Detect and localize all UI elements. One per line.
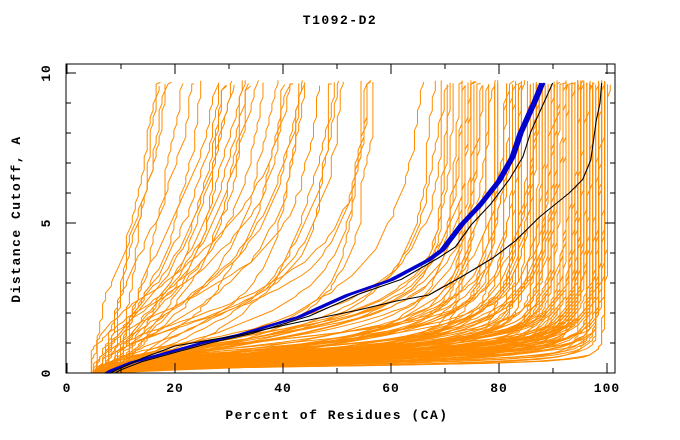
x-tick-label: 40 xyxy=(274,381,292,396)
ensemble-curve xyxy=(109,83,294,374)
ensemble-curve xyxy=(124,81,606,374)
ensemble-curve xyxy=(104,81,477,374)
ensemble-curve xyxy=(95,85,320,374)
ensemble-curve xyxy=(116,84,219,374)
highlight-curves-group xyxy=(104,82,603,374)
highlight-bundle-curve xyxy=(109,82,546,374)
x-tick-label: 0 xyxy=(63,381,72,396)
reference-best-curve xyxy=(109,82,603,374)
ensemble-curve xyxy=(105,81,344,374)
ensemble-curve xyxy=(94,80,362,374)
ensemble-curve xyxy=(95,83,573,374)
y-axis-label: Distance Cutoff, A xyxy=(9,135,24,302)
ensemble-curve xyxy=(113,81,567,374)
ensemble-curve xyxy=(119,84,585,374)
ensemble-curve xyxy=(96,81,172,374)
y-tick-label: 10 xyxy=(39,64,54,82)
ensemble-curve xyxy=(101,84,549,374)
ensemble-curve xyxy=(119,84,603,374)
ensemble-curve xyxy=(102,81,371,374)
x-tick-label: 100 xyxy=(594,381,620,396)
ensemble-curve xyxy=(104,80,515,374)
ensemble-curve xyxy=(121,85,484,374)
ensemble-curve xyxy=(92,82,306,374)
y-tick-label: 5 xyxy=(39,219,54,228)
ensemble-curve xyxy=(105,83,499,374)
ensemble-curve xyxy=(107,83,481,374)
x-tick-label: 80 xyxy=(490,381,508,396)
ensemble-curve xyxy=(97,84,235,374)
chart-title: T1092-D2 xyxy=(303,13,377,28)
ensemble-curve xyxy=(107,82,161,374)
ensemble-curve xyxy=(104,83,195,374)
ensemble-curve xyxy=(112,85,251,374)
ensemble-curve xyxy=(124,85,600,374)
ensemble-curve xyxy=(97,83,537,374)
ensemble-curve xyxy=(115,80,591,374)
axis-ticks-group xyxy=(66,64,615,374)
y-tick-label: 0 xyxy=(39,369,54,378)
x-tick-label: 20 xyxy=(166,381,184,396)
x-tick-label: 60 xyxy=(382,381,400,396)
ensemble-curve xyxy=(95,85,582,374)
ensemble-curve xyxy=(120,83,555,374)
ensemble-curves-group xyxy=(90,80,611,374)
ensemble-curve xyxy=(122,80,233,374)
ensemble-curve xyxy=(111,82,374,374)
reference-companion-curve xyxy=(114,82,554,374)
x-axis-label: Percent of Residues (CA) xyxy=(225,408,448,423)
plot-border xyxy=(65,63,616,374)
ensemble-curve xyxy=(96,82,469,374)
ensemble-curve xyxy=(112,80,243,374)
ensemble-curve xyxy=(115,83,567,374)
ensemble-curve xyxy=(115,80,567,374)
ensemble-curve xyxy=(114,84,568,374)
tick-labels-group: 0 20 40 60 80 100 0 5 10 xyxy=(39,64,620,396)
ensemble-curve xyxy=(106,84,448,374)
plot-frame xyxy=(65,63,616,374)
ensemble-curve xyxy=(91,82,264,374)
ensemble-curve xyxy=(105,82,219,374)
ensemble-curve xyxy=(93,80,585,374)
